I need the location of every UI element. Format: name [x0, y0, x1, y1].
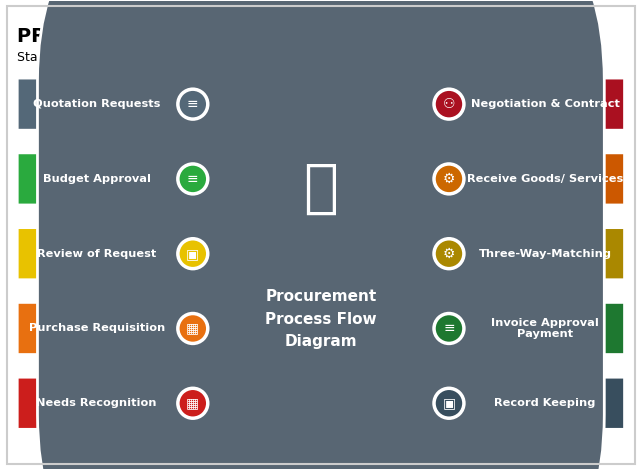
Text: ⚙: ⚙: [442, 172, 455, 186]
Polygon shape: [449, 229, 623, 278]
Polygon shape: [19, 229, 193, 278]
Text: ▦: ▦: [186, 321, 200, 336]
Text: Negotiation & Contract: Negotiation & Contract: [471, 99, 620, 109]
Text: Budget Approval: Budget Approval: [43, 174, 151, 184]
Circle shape: [178, 313, 208, 344]
Polygon shape: [449, 154, 623, 204]
Circle shape: [434, 313, 464, 344]
Circle shape: [434, 164, 464, 194]
Circle shape: [434, 239, 464, 269]
Polygon shape: [19, 154, 193, 204]
Text: ⚙: ⚙: [442, 247, 455, 261]
Text: ▦: ▦: [186, 396, 200, 410]
Text: Procurement
Process Flow
Diagram: Procurement Process Flow Diagram: [265, 290, 377, 349]
Polygon shape: [449, 378, 623, 428]
FancyBboxPatch shape: [193, 57, 449, 74]
Polygon shape: [19, 79, 193, 129]
Text: PROCUREMENT PROCESS FLOW DIAGRAM: PROCUREMENT PROCESS FLOW DIAGRAM: [17, 27, 471, 46]
Text: ≡: ≡: [443, 321, 455, 336]
Text: Receive Goods/ Services: Receive Goods/ Services: [467, 174, 623, 184]
Text: Record Keeping: Record Keeping: [495, 398, 596, 408]
Text: Purchase Requisition: Purchase Requisition: [28, 323, 165, 334]
Text: Invoice Approval
Payment: Invoice Approval Payment: [491, 318, 599, 339]
Text: Needs Recognition: Needs Recognition: [37, 398, 157, 408]
FancyBboxPatch shape: [37, 0, 604, 470]
Text: Review of Request: Review of Request: [37, 249, 156, 259]
Circle shape: [178, 89, 208, 119]
Polygon shape: [449, 79, 623, 129]
Text: ▣: ▣: [442, 396, 455, 410]
Text: Stages of a Procurement Process: Stages of a Procurement Process: [17, 51, 223, 64]
Text: ≡: ≡: [187, 172, 198, 186]
Text: ▣: ▣: [186, 247, 200, 261]
Circle shape: [434, 89, 464, 119]
Text: ≡: ≡: [187, 97, 198, 111]
Text: ⚇: ⚇: [442, 97, 455, 111]
Polygon shape: [19, 304, 193, 353]
Circle shape: [434, 388, 464, 418]
Circle shape: [178, 239, 208, 269]
Text: Three-Way-Matching: Three-Way-Matching: [478, 249, 612, 259]
Text: 🛒: 🛒: [303, 160, 338, 217]
Polygon shape: [449, 304, 623, 353]
Circle shape: [178, 388, 208, 418]
Polygon shape: [19, 378, 193, 428]
Text: Quotation Requests: Quotation Requests: [33, 99, 160, 109]
Circle shape: [178, 164, 208, 194]
